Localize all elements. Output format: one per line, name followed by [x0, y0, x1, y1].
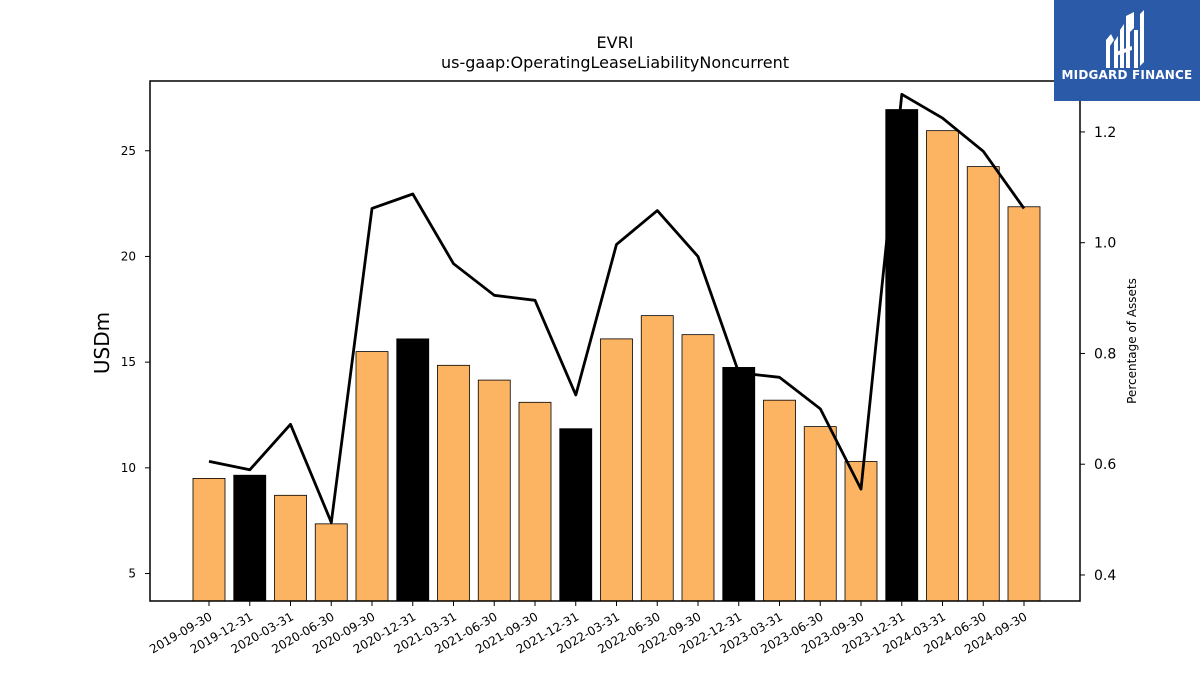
chart-title: EVRI	[596, 33, 634, 52]
x-axis: 2019-09-302019-12-312020-03-312020-06-30…	[147, 601, 1030, 656]
bar-2021-06-30	[477, 379, 511, 602]
bar-2022-03-31	[600, 338, 633, 602]
y2-tick-label: 1.0	[1094, 236, 1116, 252]
chart-subtitle: us-gaap:OperatingLeaseLiabilityNoncurren…	[440, 53, 790, 72]
bar-2020-12-31	[396, 338, 430, 602]
bar-2020-06-30	[314, 523, 348, 602]
bar-2022-09-30	[681, 334, 715, 602]
bar-2024-09-30	[1007, 206, 1041, 602]
y-tick-label: 10	[121, 461, 136, 475]
brand-logo: MIDGARD FINANCE	[1054, 0, 1200, 101]
bar-2024-03-31	[926, 130, 959, 602]
bar-2024-06-30	[966, 166, 1000, 602]
midgard-logo-icon	[1106, 10, 1144, 68]
left-axis: 5 10 15 20 25	[121, 144, 150, 581]
bar-2020-03-31	[274, 494, 307, 602]
y2-tick-label: 1.2	[1094, 125, 1116, 141]
bar-2022-12-31	[722, 367, 756, 602]
bar-2022-06-30	[640, 315, 674, 602]
y-tick-label: 15	[121, 355, 136, 369]
bar-2023-12-31	[885, 109, 919, 602]
plot-frame	[149, 80, 1081, 602]
y-tick-label: 5	[128, 567, 136, 581]
y2-tick-label: 0.6	[1094, 457, 1116, 473]
bar-2019-09-30	[192, 477, 226, 602]
y2-tick-label: 0.4	[1094, 568, 1116, 584]
percentage-line	[208, 92, 1026, 524]
y-tick-label: 20	[121, 249, 136, 263]
y2-tick-label: 0.8	[1094, 346, 1116, 362]
percentage-line-series	[208, 92, 1026, 524]
y-tick-label: 25	[121, 144, 136, 158]
bar-2023-06-30	[803, 426, 837, 602]
bar-2021-12-31	[559, 428, 593, 602]
bar-2020-09-30	[355, 351, 389, 602]
bar-series	[192, 109, 1041, 602]
bar-2021-03-31	[437, 364, 470, 602]
y-axis-label: USDm	[90, 312, 114, 374]
right-axis: 0.4 0.6 0.8 1.0 1.2	[1080, 125, 1116, 584]
bar-2021-09-30	[518, 401, 552, 602]
bar-2019-12-31	[233, 474, 267, 602]
brand-name: MIDGARD FINANCE	[1061, 68, 1193, 82]
y2-axis-label: Percentage of Assets	[1125, 278, 1139, 404]
bar-2023-03-31	[763, 399, 796, 602]
